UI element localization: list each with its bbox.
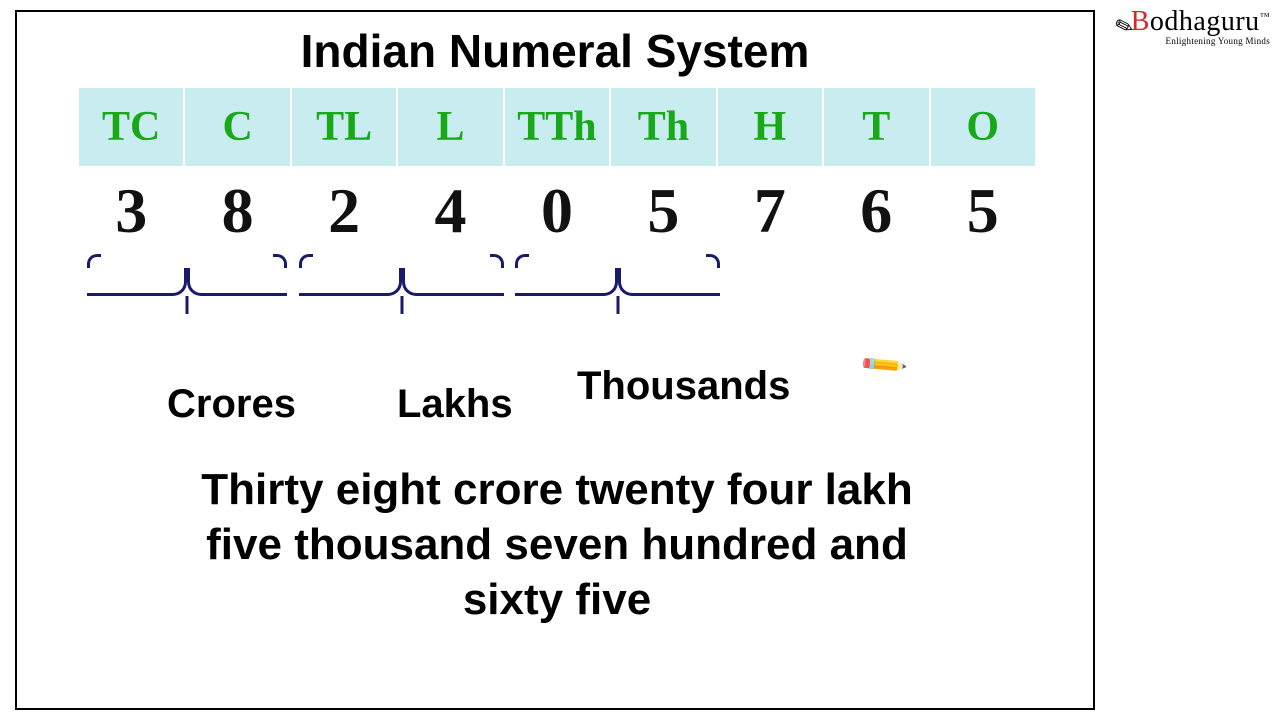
- words-line-2: five thousand seven hundred and: [57, 517, 1057, 572]
- hdr-l: L: [397, 88, 503, 166]
- brace-lakhs: [299, 268, 504, 328]
- digit-4: 0: [504, 166, 610, 256]
- brace-thousands: [515, 268, 720, 328]
- hdr-c: C: [184, 88, 290, 166]
- brace-crores: [87, 268, 287, 328]
- page-title: Indian Numeral System: [17, 24, 1093, 78]
- hdr-th: Th: [610, 88, 716, 166]
- content-frame: Indian Numeral System TC C TL L TTh Th H…: [15, 10, 1095, 710]
- hdr-tl: TL: [291, 88, 397, 166]
- digit-2: 2: [291, 166, 397, 256]
- hdr-o: O: [930, 88, 1037, 166]
- label-thousands: Thousands: [577, 364, 790, 409]
- hdr-tc: TC: [78, 88, 184, 166]
- hdr-h: H: [717, 88, 823, 166]
- digit-5: 5: [610, 166, 716, 256]
- words-line-1: Thirty eight crore twenty four lakh: [57, 462, 1057, 517]
- pencil-icon: ✏️: [858, 340, 909, 391]
- table-header-row: TC C TL L TTh Th H T O: [78, 88, 1036, 166]
- words-line-3: sixty five: [57, 572, 1057, 627]
- logo-text: odhaguru: [1150, 6, 1260, 37]
- brand-logo: ✎Bodhaguru™ Enlightening Young Minds: [1114, 6, 1270, 46]
- digit-6: 7: [717, 166, 823, 256]
- number-in-words: Thirty eight crore twenty four lakh five…: [57, 462, 1057, 627]
- digit-0: 3: [78, 166, 184, 256]
- hdr-t: T: [823, 88, 929, 166]
- digit-1: 8: [184, 166, 290, 256]
- digit-7: 6: [823, 166, 929, 256]
- label-crores: Crores: [167, 382, 296, 427]
- table-digit-row: 3 8 2 4 0 5 7 6 5: [78, 166, 1036, 256]
- hdr-tth: TTh: [504, 88, 610, 166]
- digit-8: 5: [930, 166, 1037, 256]
- label-lakhs: Lakhs: [397, 382, 513, 427]
- logo-tm: ™: [1260, 12, 1270, 23]
- place-value-table: TC C TL L TTh Th H T O 3 8 2 4 0 5: [77, 88, 1037, 256]
- digit-3: 4: [397, 166, 503, 256]
